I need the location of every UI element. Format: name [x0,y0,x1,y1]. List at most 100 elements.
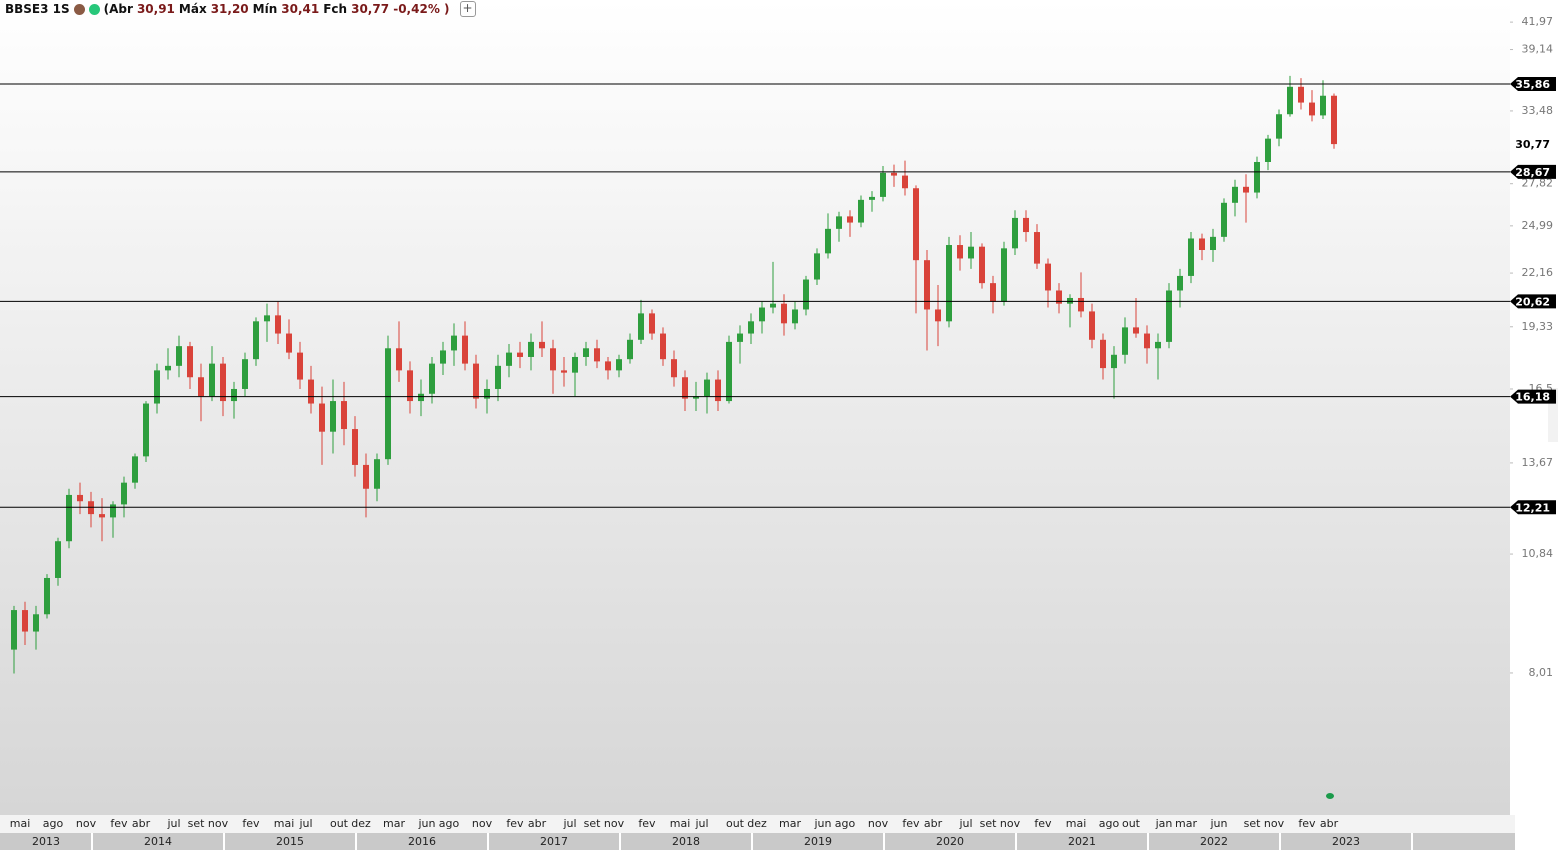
candle-body [1320,95,1326,116]
year-label: 2022 [1200,835,1228,848]
year-label: 2016 [408,835,436,848]
candle-body [616,359,622,371]
candle-body [627,339,633,360]
x-tick-label: mai [670,817,691,830]
field-value: 31,20 [210,2,249,16]
x-tick-label: mai [10,817,31,830]
x-tick-label: set [584,817,601,830]
x-tick-label: fev [110,817,128,830]
candle-body [33,614,39,632]
candle-body [880,172,886,197]
candle-body [1298,86,1304,103]
candle-body [242,359,248,389]
candle-body [1111,354,1117,369]
candle-body [1144,333,1150,349]
candle-body [968,246,974,259]
x-tick-label: ago [835,817,856,830]
x-tick-label: fev [242,817,260,830]
x-tick-label: jul [958,817,972,830]
year-label: 2017 [540,835,568,848]
candle-body [517,352,523,357]
candle-body [275,315,281,334]
candle-body [572,356,578,373]
candle-body [1265,138,1271,162]
event-marker[interactable] [1326,793,1334,799]
field-value: 30,77 -0,42% ) [351,2,450,16]
candle-body [1045,263,1051,291]
candle-body [990,283,996,302]
candle-body [737,333,743,342]
candle-body [176,346,182,366]
candle-body [352,429,358,465]
price-label: 12,21 [1515,501,1550,514]
candle-body [154,370,160,404]
field-name: Máx [178,2,207,16]
x-tick-label: nov [76,817,97,830]
candle-body [506,352,512,366]
year-label: 2023 [1332,835,1360,848]
x-tick-label: set [1244,817,1261,830]
candle-body [55,541,61,578]
candle-body [143,403,149,457]
x-tick-label: fev [638,817,656,830]
candle-body [1188,238,1194,276]
candle-body [407,370,413,402]
candle-body [462,335,468,364]
candle-body [1034,232,1040,264]
candle-body [165,365,171,371]
candle-body [385,348,391,460]
candle-body [759,307,765,322]
candle-body [858,199,864,223]
candle-body [583,348,589,357]
add-button[interactable]: + [459,1,476,17]
candle-body [1078,297,1084,312]
x-tick-label: nov [1264,817,1285,830]
candle-body [1276,114,1282,139]
side-handle[interactable] [1548,388,1558,442]
y-tick-label: 10,84 [1522,547,1554,560]
year-label: 2018 [672,835,700,848]
candle-body [286,333,292,353]
last-price-box [1514,137,1558,152]
x-tick-label: abr [924,817,943,830]
y-tick-label: 22,16 [1522,266,1554,279]
y-tick-label: 39,14 [1522,43,1554,56]
year-axis-background [0,833,1515,850]
icon[interactable] [88,3,100,15]
candle-body [726,341,732,402]
candle-body [1056,290,1062,304]
price-label-box [1510,294,1556,309]
candle-body [825,228,831,254]
candle-body [781,303,787,324]
candle-body [297,352,303,380]
candle-body [869,196,875,200]
candle-body [660,333,666,360]
price-label-box [1510,500,1556,515]
month-axis-background [0,815,1515,833]
x-tick-label: jun [814,817,832,830]
x-tick-label: out [330,817,349,830]
candle-body [715,379,721,402]
candle-body [22,610,28,632]
candle-body [396,348,402,371]
candle-body [979,246,985,284]
x-tick-label: mai [274,817,295,830]
candle-body [1199,238,1205,251]
candle-body [1243,186,1249,193]
price-label-box [1510,164,1556,179]
candle-body [99,514,105,518]
candle-body [1232,186,1238,203]
candle-body [561,370,567,373]
price-label-box [1510,389,1556,404]
x-tick-label: fev [1298,817,1316,830]
x-tick-label: mai [1066,817,1087,830]
candle-body [374,459,380,489]
icon[interactable] [73,3,85,15]
price-label: 16,18 [1515,391,1550,404]
candle-body [473,363,479,399]
y-tick-label: 24,99 [1522,219,1554,232]
candle-body [539,341,545,349]
chart-layers: 8,0110,8413,6716,519,3322,1624,9927,8233… [0,15,1558,850]
x-tick-label: dez [351,817,371,830]
